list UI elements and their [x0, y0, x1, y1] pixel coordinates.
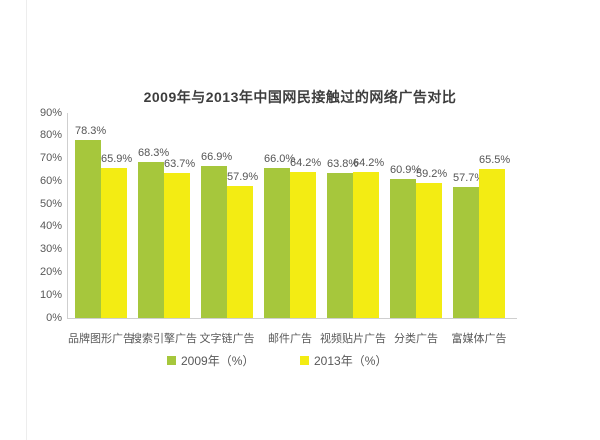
- bar-series-1: [390, 179, 416, 318]
- y-axis-tick-label: 0%: [46, 311, 62, 324]
- bar-value-label: 66.0%: [264, 152, 296, 165]
- x-axis-line: [67, 318, 517, 319]
- x-axis-category-label: 品牌图形广告: [68, 333, 134, 345]
- y-axis-tick-label: 50%: [39, 197, 62, 210]
- bar-value-label: 64.2%: [353, 156, 385, 169]
- bar-series-2: [164, 172, 190, 318]
- bar-value-label: 57.7%: [453, 171, 485, 184]
- x-axis-category-label: 邮件广告: [268, 333, 312, 345]
- bar-value-label: 59.2%: [416, 168, 448, 181]
- bar-series-1: [264, 167, 290, 318]
- bar-series-2: [227, 186, 253, 318]
- y-axis-tick-label: 80%: [39, 129, 62, 142]
- bar-series-2: [416, 183, 442, 318]
- bar-value-label: 68.3%: [138, 147, 170, 160]
- bar-series-1: [138, 162, 164, 318]
- bar-value-label: 64.2%: [290, 156, 322, 169]
- x-axis-category-label: 文字链广告: [199, 333, 255, 345]
- legend-label: 2009年（%）: [181, 354, 255, 368]
- bar-series-2: [353, 171, 379, 318]
- legend-item: 2013年（%）: [300, 352, 387, 369]
- x-axis-category-label: 富媒体广告: [451, 333, 507, 345]
- y-axis-tick-label: 70%: [39, 152, 62, 165]
- y-axis-tick-label: 60%: [39, 174, 62, 187]
- bar-value-label: 63.7%: [164, 157, 196, 170]
- legend-swatch: [300, 356, 309, 365]
- bar-value-label: 60.9%: [390, 164, 422, 177]
- bar-series-1: [201, 165, 227, 318]
- bar-value-label: 78.3%: [75, 124, 107, 137]
- x-axis-category-label: 搜索引擎广告: [131, 333, 197, 345]
- y-axis-line: [67, 113, 68, 318]
- y-axis-tick-label: 30%: [39, 243, 62, 256]
- bar-series-1: [453, 186, 479, 318]
- bar-value-label: 63.8%: [327, 157, 359, 170]
- y-axis-tick-label: 20%: [39, 265, 62, 278]
- y-axis-tick-label: 10%: [39, 288, 62, 301]
- bar-value-label: 65.9%: [101, 152, 133, 165]
- bar-value-label: 65.5%: [479, 153, 511, 166]
- bar-series-2: [290, 171, 316, 318]
- bar-series-1: [327, 172, 353, 318]
- bar-series-2: [101, 167, 127, 318]
- bar-value-label: 57.9%: [227, 171, 259, 184]
- page-edge-line: [26, 0, 27, 440]
- bar-series-1: [75, 139, 101, 318]
- bar-value-label: 66.9%: [201, 150, 233, 163]
- legend-label: 2013年（%）: [314, 354, 388, 368]
- bar-series-2: [479, 168, 505, 318]
- y-axis-tick-label: 40%: [39, 220, 62, 233]
- y-axis-tick-label: 90%: [39, 106, 62, 119]
- legend-item: 2009年（%）: [167, 352, 254, 369]
- x-axis-category-label: 分类广告: [394, 333, 438, 345]
- chart-title: 2009年与2013年中国网民接触过的网络广告对比: [143, 89, 457, 105]
- legend-swatch: [167, 356, 176, 365]
- x-axis-category-label: 视频贴片广告: [320, 333, 386, 345]
